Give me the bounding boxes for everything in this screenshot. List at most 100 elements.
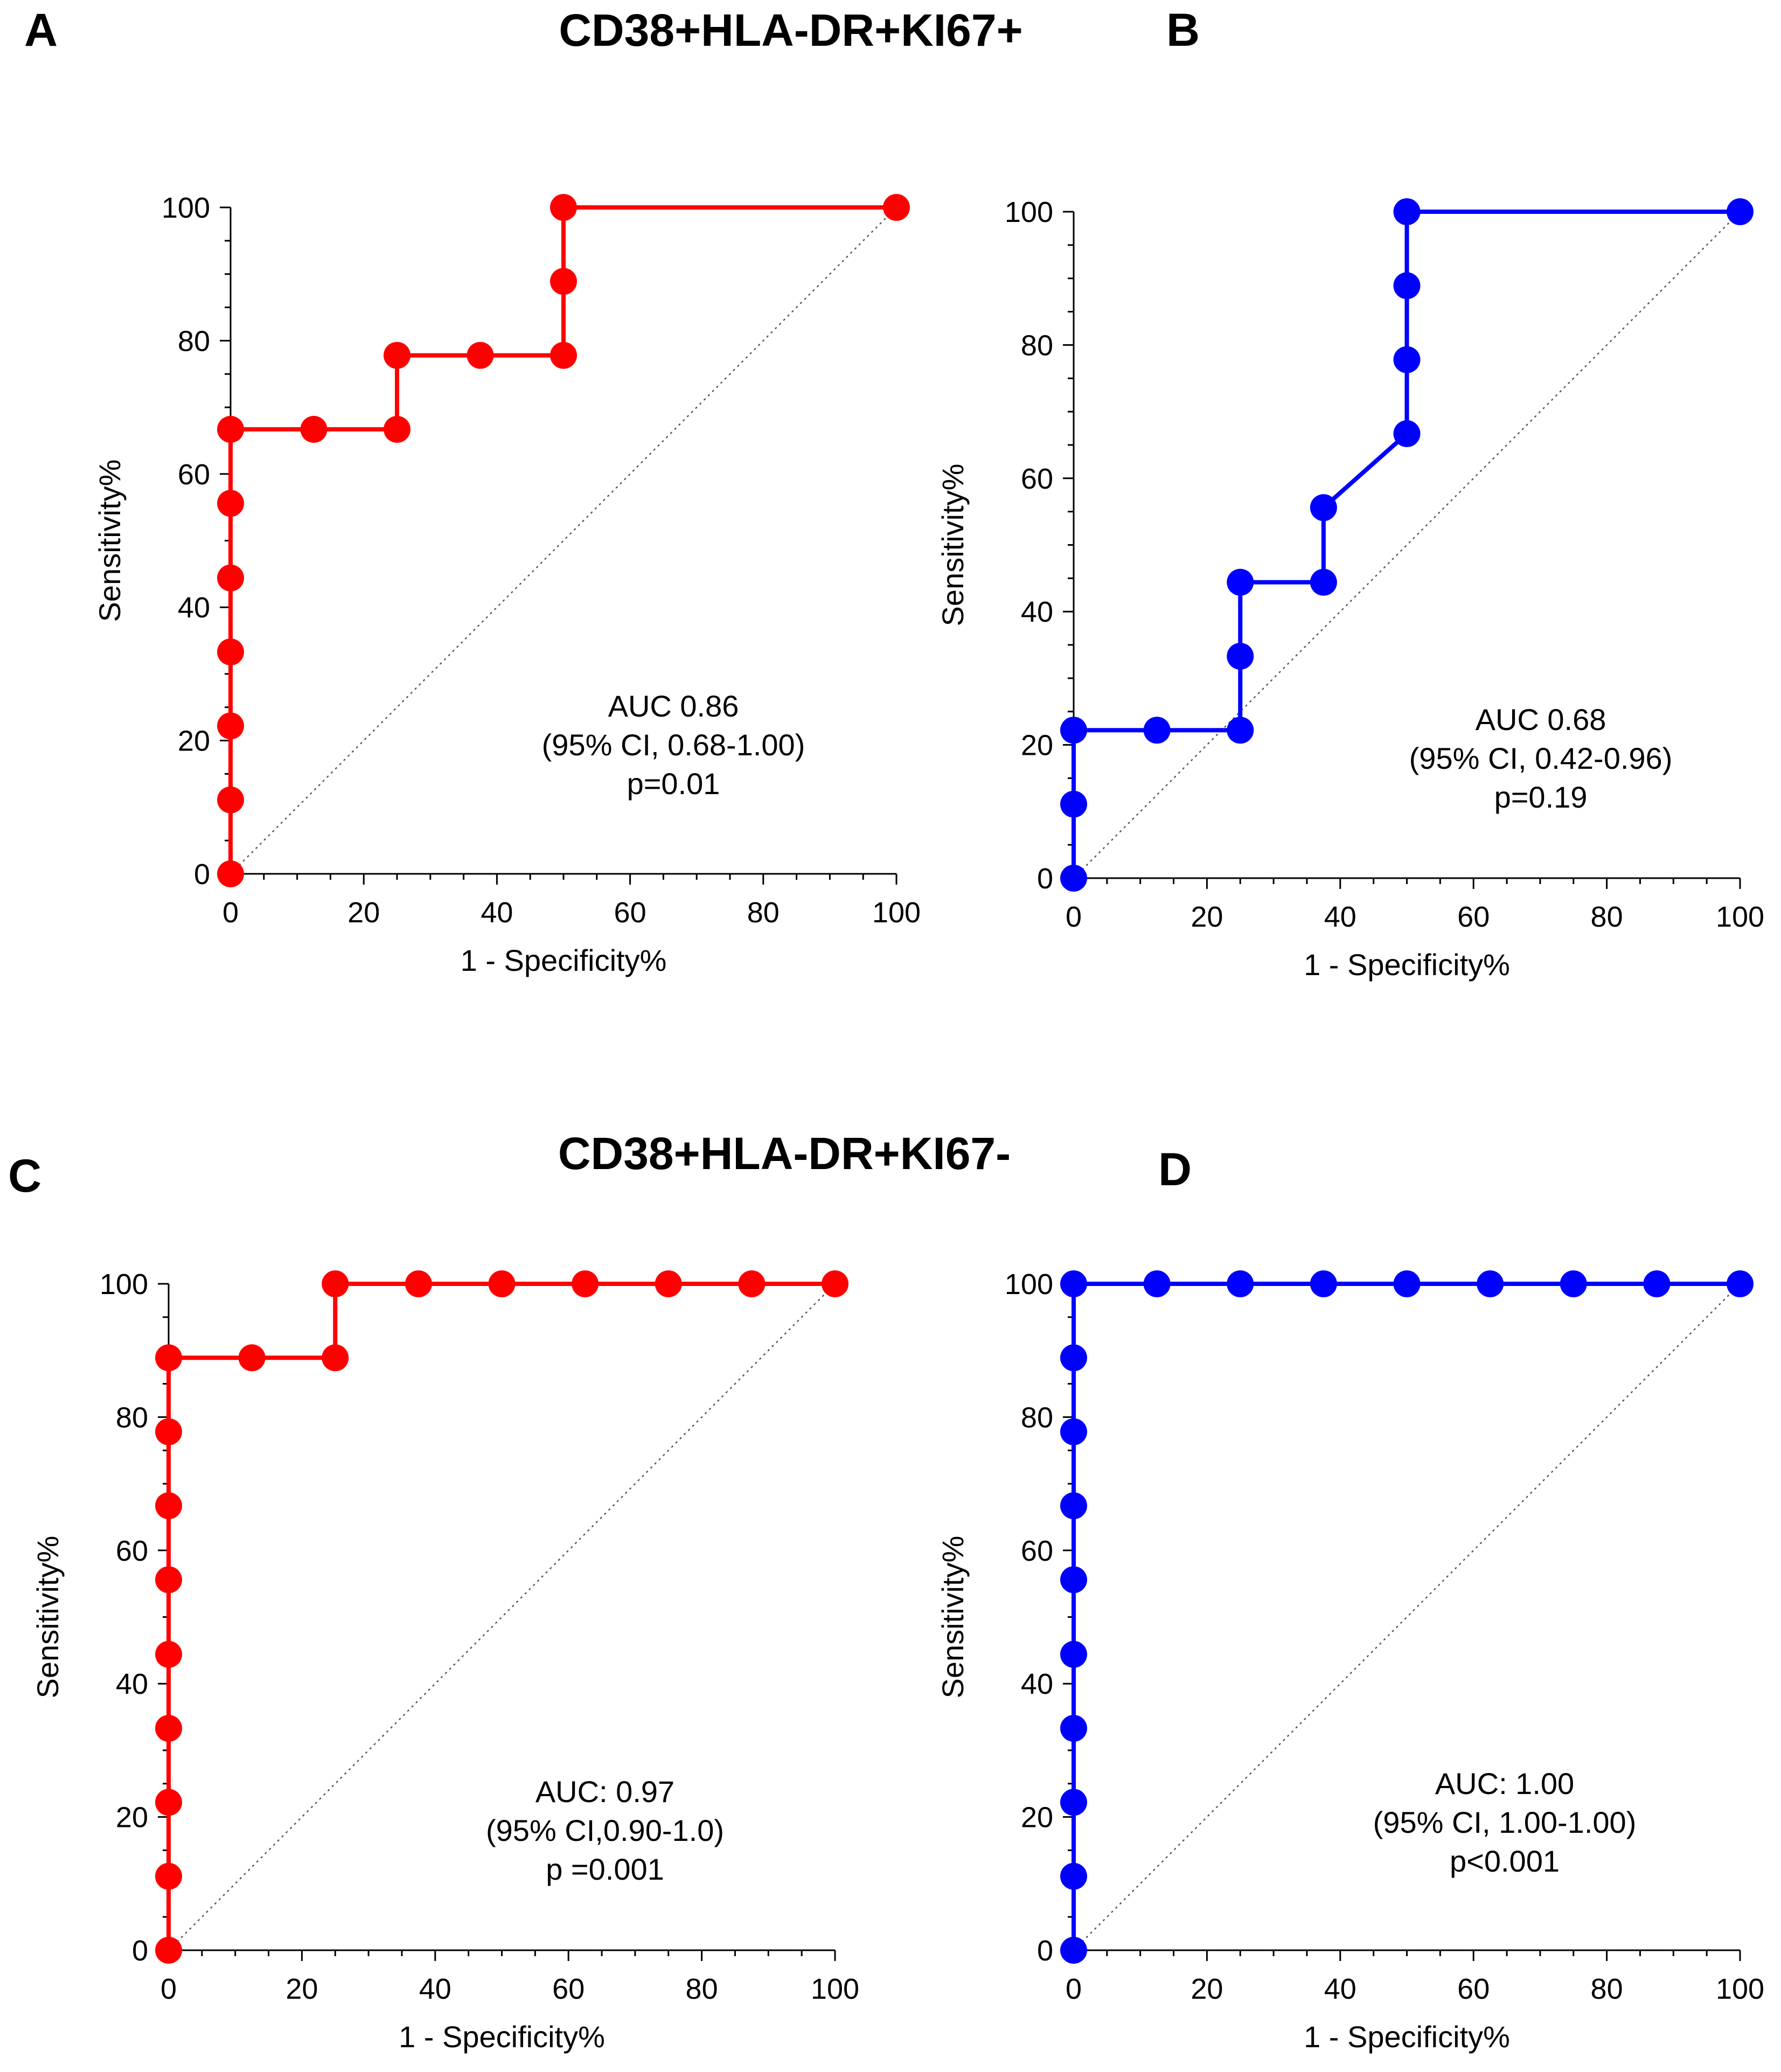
roc-point-b xyxy=(1393,346,1421,373)
y-axis-label-c: Sensitivity% xyxy=(31,1536,65,1699)
roc-point-a xyxy=(300,415,328,443)
roc-point-c xyxy=(572,1270,599,1297)
roc-panel-c: C 0 20 40 60 80 100 0 20 40 60 80 100 1 - Specificity… xyxy=(8,1150,859,2054)
y-tick-label-b: 80 xyxy=(1021,329,1053,361)
x-tick-label-a: 100 xyxy=(872,896,921,929)
auc-annotation-line-a: AUC 0.86 xyxy=(608,689,739,723)
roc-point-b xyxy=(1060,717,1087,744)
roc-point-b xyxy=(1310,568,1337,596)
roc-point-a xyxy=(550,342,577,369)
x-tick-label-b: 60 xyxy=(1457,901,1490,933)
y-axis-label-d: Sensitivity% xyxy=(936,1536,970,1699)
auc-annotation-line-b: (95% CI, 0.42-0.96) xyxy=(1409,741,1673,775)
roc-point-a xyxy=(217,490,244,517)
diagonal-reference-line-d xyxy=(1073,1283,1741,1951)
roc-point-d xyxy=(1060,1344,1087,1372)
diagonal-reference-line-c xyxy=(168,1283,836,1951)
roc-point-d xyxy=(1393,1270,1421,1297)
y-tick-label-c: 60 xyxy=(116,1535,148,1567)
y-tick-label-a: 0 xyxy=(194,858,210,891)
roc-point-d xyxy=(1060,1566,1087,1594)
y-tick-label-a: 40 xyxy=(178,592,210,624)
auc-annotation-line-b: AUC 0.68 xyxy=(1476,703,1606,736)
roc-point-a xyxy=(217,564,244,592)
roc-point-d xyxy=(1060,1789,1087,1816)
roc-point-c xyxy=(155,1344,182,1372)
y-tick-label-d: 60 xyxy=(1021,1535,1053,1567)
x-tick-label-b: 40 xyxy=(1324,901,1356,933)
group-title-bottom: CD38+HLA-DR+KI67- xyxy=(558,1128,1011,1179)
x-tick-label-c: 100 xyxy=(811,1973,859,2005)
auc-annotation-line-b: p=0.19 xyxy=(1494,780,1588,814)
y-tick-label-b: 100 xyxy=(1005,196,1053,228)
y-axis-label-a: Sensitivity% xyxy=(93,460,127,622)
roc-point-b xyxy=(1393,272,1421,300)
roc-point-d xyxy=(1060,1862,1087,1890)
x-tick-label-a: 20 xyxy=(347,896,380,929)
roc-point-b xyxy=(1143,717,1171,744)
roc-point-c xyxy=(155,1789,182,1816)
x-tick-label-d: 80 xyxy=(1591,1973,1623,2005)
panel-letter-b: B xyxy=(1166,4,1200,56)
y-tick-label-a: 20 xyxy=(178,725,210,757)
y-tick-label-d: 80 xyxy=(1021,1401,1053,1434)
roc-point-c xyxy=(488,1270,516,1297)
roc-point-c xyxy=(155,1715,182,1742)
roc-point-d xyxy=(1560,1270,1587,1297)
y-tick-label-c: 80 xyxy=(116,1401,148,1434)
roc-point-a xyxy=(217,786,244,813)
roc-point-d xyxy=(1060,1640,1087,1668)
roc-point-c xyxy=(155,1566,182,1594)
roc-point-a xyxy=(384,415,411,443)
panel-letter-a: A xyxy=(24,4,58,56)
roc-point-b xyxy=(1393,198,1421,225)
panel-letter-d: D xyxy=(1158,1144,1192,1195)
roc-point-c xyxy=(822,1270,848,1297)
roc-point-b xyxy=(1310,494,1337,522)
roc-point-d xyxy=(1060,1418,1087,1445)
x-tick-label-a: 60 xyxy=(614,896,646,929)
roc-point-c xyxy=(155,1418,182,1445)
y-tick-label-d: 100 xyxy=(1005,1268,1053,1301)
y-tick-label-b: 60 xyxy=(1021,463,1053,495)
roc-point-b xyxy=(1060,790,1087,818)
roc-point-d xyxy=(1060,1937,1087,1964)
x-tick-label-d: 60 xyxy=(1457,1973,1490,2005)
auc-annotation-line-c: p =0.001 xyxy=(546,1852,664,1886)
y-tick-label-b: 40 xyxy=(1021,596,1053,628)
auc-annotation-line-d: (95% CI, 1.00-1.00) xyxy=(1373,1805,1637,1839)
x-axis-label-c: 1 - Specificity% xyxy=(399,2020,605,2054)
x-tick-label-c: 60 xyxy=(552,1973,585,2005)
roc-point-d xyxy=(1060,1715,1087,1742)
x-tick-label-c: 40 xyxy=(419,1973,451,2005)
roc-point-c xyxy=(155,1640,182,1668)
x-tick-label-c: 20 xyxy=(286,1973,318,2005)
roc-point-a xyxy=(384,342,411,369)
roc-point-d xyxy=(1643,1270,1671,1297)
auc-annotation-line-d: p<0.001 xyxy=(1450,1844,1560,1878)
roc-point-b xyxy=(1227,643,1254,670)
roc-point-b xyxy=(1060,865,1087,892)
x-tick-label-b: 20 xyxy=(1191,901,1223,933)
roc-point-a xyxy=(550,194,577,221)
y-tick-label-a: 80 xyxy=(178,325,210,357)
y-tick-label-c: 40 xyxy=(116,1668,148,1700)
x-axis-label-d: 1 - Specificity% xyxy=(1304,2020,1510,2054)
x-tick-label-d: 0 xyxy=(1066,1973,1082,2005)
y-tick-label-a: 100 xyxy=(162,192,210,224)
roc-point-c xyxy=(655,1270,682,1297)
x-axis-label-b: 1 - Specificity% xyxy=(1304,948,1510,982)
roc-point-a xyxy=(883,194,910,221)
x-tick-label-d: 40 xyxy=(1324,1973,1356,2005)
x-tick-label-b: 80 xyxy=(1591,901,1623,933)
roc-point-c xyxy=(322,1270,349,1297)
roc-point-c xyxy=(238,1344,266,1372)
auc-annotation-line-a: p=0.01 xyxy=(627,767,720,801)
x-axis-label-a: 1 - Specificity% xyxy=(461,943,667,977)
roc-point-a xyxy=(217,638,244,666)
roc-point-d xyxy=(1477,1270,1504,1297)
roc-point-b xyxy=(1393,420,1421,447)
roc-point-b xyxy=(1227,568,1254,596)
roc-point-d xyxy=(1060,1270,1087,1297)
roc-point-a xyxy=(550,268,577,295)
